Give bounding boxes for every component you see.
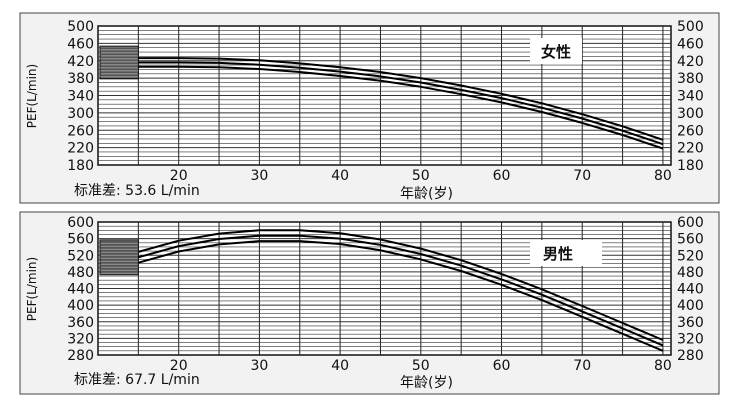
- male-x-tick-label: 70: [573, 358, 591, 374]
- male-y-tick-label-left: 520: [67, 248, 94, 264]
- male-std-note: 标准差: 67.7 L/min: [74, 372, 200, 388]
- female-series-line-3: [138, 65, 664, 150]
- male-y-tick-label-right: 440: [677, 282, 704, 298]
- female-x-tick-label: 60: [493, 168, 511, 184]
- male-y-tick-label-right: 280: [677, 348, 704, 364]
- female-label: 女性: [541, 43, 571, 61]
- female-y-tick-label-right: 180: [677, 158, 704, 174]
- female-y-tick-label-right: 420: [677, 54, 704, 70]
- female-x-tick-label: 20: [170, 168, 188, 184]
- male-y-axis-label: PEF(L/min): [25, 257, 39, 321]
- male-x-tick-label: 20: [170, 358, 188, 374]
- female-y-tick-label-right: 500: [677, 19, 704, 35]
- male-y-tick-label-right: 560: [677, 232, 704, 248]
- male-y-tick-label-left: 280: [67, 348, 94, 364]
- female-y-tick-label-right: 460: [677, 36, 704, 52]
- female-series-line-1: [138, 57, 664, 141]
- female-y-tick-label-left: 340: [67, 89, 94, 105]
- female-x-tick-label: 50: [412, 168, 430, 184]
- female-y-tick-label-right: 340: [677, 89, 704, 105]
- male-series-line-3: [138, 240, 664, 352]
- female-x-tick-label: 70: [573, 168, 591, 184]
- female-panel: 20 30 40 50 60 70 8018022026030034038042046050…: [19, 12, 720, 204]
- male-marks: 20 30 40 50 60 70 8028032036040044048052056060…: [67, 215, 703, 374]
- male-y-tick-label-left: 400: [67, 298, 94, 314]
- female-y-tick-label-right: 380: [677, 71, 704, 87]
- male-y-tick-label-right: 400: [677, 298, 704, 314]
- female-y-tick-label-right: 260: [677, 123, 704, 139]
- female-y-tick-label-right: 220: [677, 141, 704, 157]
- male-y-tick-label-left: 440: [67, 282, 94, 298]
- female-x-tick-label: 30: [250, 168, 268, 184]
- male-y-tick-label-left: 600: [67, 215, 94, 231]
- male-x-tick-label: 40: [331, 358, 349, 374]
- female-y-tick-label-left: 180: [67, 158, 94, 174]
- male-y-tick-label-left: 480: [67, 265, 94, 281]
- female-y-tick-label-left: 220: [67, 141, 94, 157]
- male-x-tick-label: 60: [493, 358, 511, 374]
- male-y-tick-label-right: 360: [677, 315, 704, 331]
- male-y-tick-label-left: 360: [67, 315, 94, 331]
- male-series-line-2: [138, 234, 664, 347]
- female-x-tick-label: 40: [331, 168, 349, 184]
- male-y-tick-label-right: 600: [677, 215, 704, 231]
- male-x-tick-label: 80: [654, 358, 672, 374]
- male-series-line-1: [138, 229, 664, 341]
- female-hatched-block: [99, 45, 139, 80]
- female-y-tick-label-left: 460: [67, 36, 94, 52]
- male-y-tick-label-right: 480: [677, 265, 704, 281]
- male-y-tick-label-right: 520: [677, 248, 704, 264]
- male-x-axis-label: 年龄(岁): [400, 375, 453, 391]
- male-label: 男性: [543, 245, 573, 263]
- female-series-line-2: [138, 61, 664, 146]
- female-x-axis-label: 年龄(岁): [400, 186, 453, 202]
- female-y-tick-label-left: 420: [67, 54, 94, 70]
- female-label-box: [530, 38, 582, 64]
- female-y-axis-label: PEF(L/min): [25, 64, 39, 128]
- female-y-tick-label-left: 500: [67, 19, 94, 35]
- female-x-tick-label: 80: [654, 168, 672, 184]
- female-y-tick-label-right: 300: [677, 106, 704, 122]
- male-label-box: [530, 240, 602, 266]
- female-y-tick-label-left: 380: [67, 71, 94, 87]
- male-x-tick-label: 30: [250, 358, 268, 374]
- male-y-tick-label-left: 560: [67, 232, 94, 248]
- male-y-tick-label-left: 320: [67, 331, 94, 347]
- female-y-tick-label-left: 300: [67, 106, 94, 122]
- female-y-tick-label-left: 260: [67, 123, 94, 139]
- male-panel: 20 30 40 50 60 70 8028032036040044048052056060…: [19, 211, 720, 395]
- female-marks: 20 30 40 50 60 70 8018022026030034038042046050…: [67, 19, 703, 184]
- male-y-tick-label-right: 320: [677, 331, 704, 347]
- female-std-note: 标准差: 53.6 L/min: [74, 183, 200, 199]
- male-x-tick-label: 50: [412, 358, 430, 374]
